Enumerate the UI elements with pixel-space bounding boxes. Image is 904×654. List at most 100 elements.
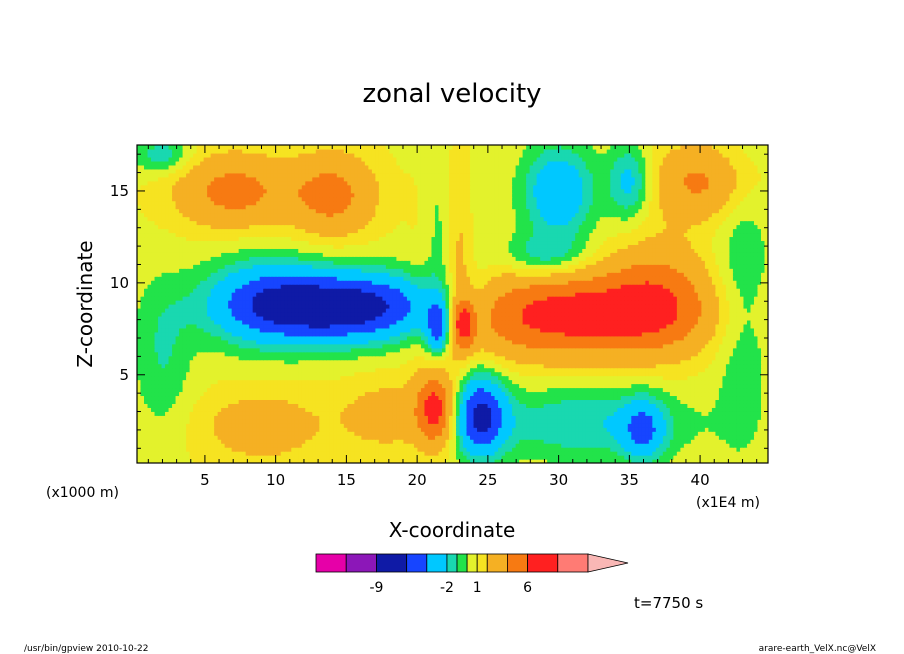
field-cell <box>193 451 198 456</box>
field-cell <box>434 403 440 408</box>
field-cell <box>438 387 443 393</box>
field-cell <box>424 447 429 452</box>
field-cell <box>186 423 191 428</box>
field-cell <box>697 411 702 416</box>
field-cell <box>757 395 762 401</box>
field-cell <box>694 431 699 436</box>
field-cell <box>228 375 233 381</box>
field-cell <box>746 451 752 456</box>
field-cell <box>354 407 359 412</box>
field-cell <box>396 415 401 420</box>
field-cell <box>739 403 745 408</box>
field-cell <box>182 351 187 357</box>
field-cell <box>340 455 345 460</box>
field-cell <box>270 355 275 361</box>
field-cell <box>336 447 341 452</box>
field-cell <box>242 359 247 365</box>
field-cell <box>347 451 352 456</box>
field-cell <box>613 443 618 448</box>
field-cell <box>526 431 531 436</box>
field-cell <box>540 375 545 381</box>
field-cell <box>410 459 415 463</box>
field-cell <box>585 363 590 369</box>
field-cell <box>361 359 366 365</box>
field-cell <box>200 439 205 444</box>
field-cell <box>764 375 768 381</box>
field-cell <box>610 395 615 401</box>
field-cell <box>508 451 513 456</box>
field-cell <box>683 443 688 448</box>
field-cell <box>477 415 482 420</box>
field-cell <box>210 423 215 428</box>
field-cell <box>659 411 664 416</box>
field-cell <box>676 403 681 408</box>
field-cell <box>519 459 524 463</box>
field-cell <box>200 415 205 420</box>
field-cell <box>420 415 426 420</box>
field-cell <box>620 375 625 381</box>
field-cell <box>543 379 548 385</box>
field-cell <box>624 423 629 428</box>
field-cell <box>568 455 573 460</box>
field-cell <box>196 403 201 408</box>
field-cell <box>420 371 426 377</box>
field-cell <box>354 403 359 408</box>
field-cell <box>431 435 436 440</box>
field-cell <box>193 419 198 424</box>
field-cell <box>687 375 692 381</box>
field-cell <box>252 351 257 357</box>
field-cell <box>617 387 622 393</box>
field-cell <box>624 399 629 404</box>
field-cell <box>645 435 650 440</box>
field-cell <box>575 407 580 412</box>
field-cell <box>669 455 674 460</box>
field-cell <box>617 435 622 440</box>
field-cell <box>522 383 527 389</box>
field-cell <box>322 451 327 456</box>
field-cell <box>245 363 250 369</box>
field-cell <box>585 459 590 463</box>
field-cell <box>350 403 355 408</box>
field-cell <box>561 411 566 416</box>
field-cell <box>196 451 201 456</box>
field-cell <box>343 379 348 385</box>
field-cell <box>434 359 440 365</box>
field-cell <box>154 363 159 369</box>
field-cell <box>484 459 489 463</box>
field-cell <box>389 423 394 428</box>
field-cell <box>592 359 597 365</box>
field-cell <box>210 391 215 397</box>
field-cell <box>606 447 611 452</box>
field-cell <box>459 435 464 440</box>
field-cell <box>368 367 373 373</box>
field-cell <box>179 359 184 365</box>
field-cell <box>760 391 766 397</box>
field-cell <box>294 415 299 420</box>
field-cell <box>561 359 566 365</box>
field-cell <box>729 411 734 416</box>
field-cell <box>554 379 559 385</box>
field-cell <box>396 427 401 432</box>
field-cell <box>382 455 387 460</box>
field-cell <box>568 367 573 373</box>
field-cell <box>561 375 566 381</box>
field-cell <box>596 383 601 389</box>
field-cell <box>687 447 692 452</box>
field-cell <box>347 399 352 404</box>
field-cell <box>445 367 450 373</box>
field-cell <box>158 459 163 463</box>
field-cell <box>452 407 457 412</box>
field-cell <box>301 375 306 381</box>
field-cell <box>512 399 517 404</box>
field-cell <box>487 423 492 428</box>
field-cell <box>645 355 650 361</box>
field-cell <box>354 383 359 389</box>
field-cell <box>385 351 390 357</box>
field-cell <box>242 391 247 397</box>
field-cell <box>210 395 215 401</box>
field-cell <box>273 367 278 373</box>
field-cell <box>627 367 632 373</box>
field-cell <box>364 407 369 412</box>
field-cell <box>417 423 422 428</box>
field-cell <box>319 427 324 432</box>
